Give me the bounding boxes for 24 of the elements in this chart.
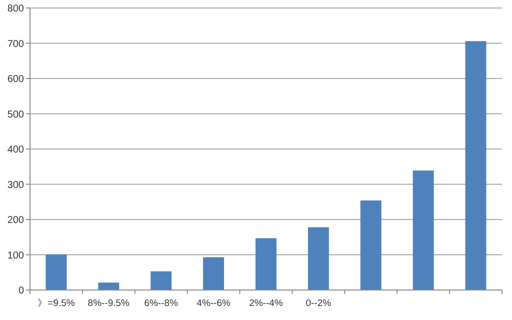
bar xyxy=(465,41,486,290)
y-tick-label: 400 xyxy=(7,144,24,156)
x-tick-label: 》=9.5% xyxy=(38,297,76,309)
y-tick-label: 100 xyxy=(7,250,24,262)
bar xyxy=(203,257,224,290)
bar xyxy=(360,200,382,290)
x-tick-label: 0--2% xyxy=(306,298,332,309)
x-tick-label: 4%--6% xyxy=(196,298,231,309)
y-tick-label: 500 xyxy=(7,109,24,120)
bar xyxy=(412,170,434,290)
x-tick-label: 6%--8% xyxy=(144,298,179,309)
y-tick-label: 0 xyxy=(18,286,24,296)
x-tick-label: 2%--4% xyxy=(249,298,284,309)
x-tick-label: 8%--9.5% xyxy=(88,298,130,309)
y-tick-label: 700 xyxy=(7,38,24,50)
bar xyxy=(46,254,67,290)
bar xyxy=(308,227,329,290)
y-tick-label: 600 xyxy=(7,74,24,85)
bar xyxy=(256,238,276,290)
bar xyxy=(150,271,172,290)
bar xyxy=(98,282,120,290)
y-tick-label: 300 xyxy=(7,180,24,191)
y-tick-label: 200 xyxy=(7,215,24,226)
y-tick-label: 800 xyxy=(7,4,24,14)
